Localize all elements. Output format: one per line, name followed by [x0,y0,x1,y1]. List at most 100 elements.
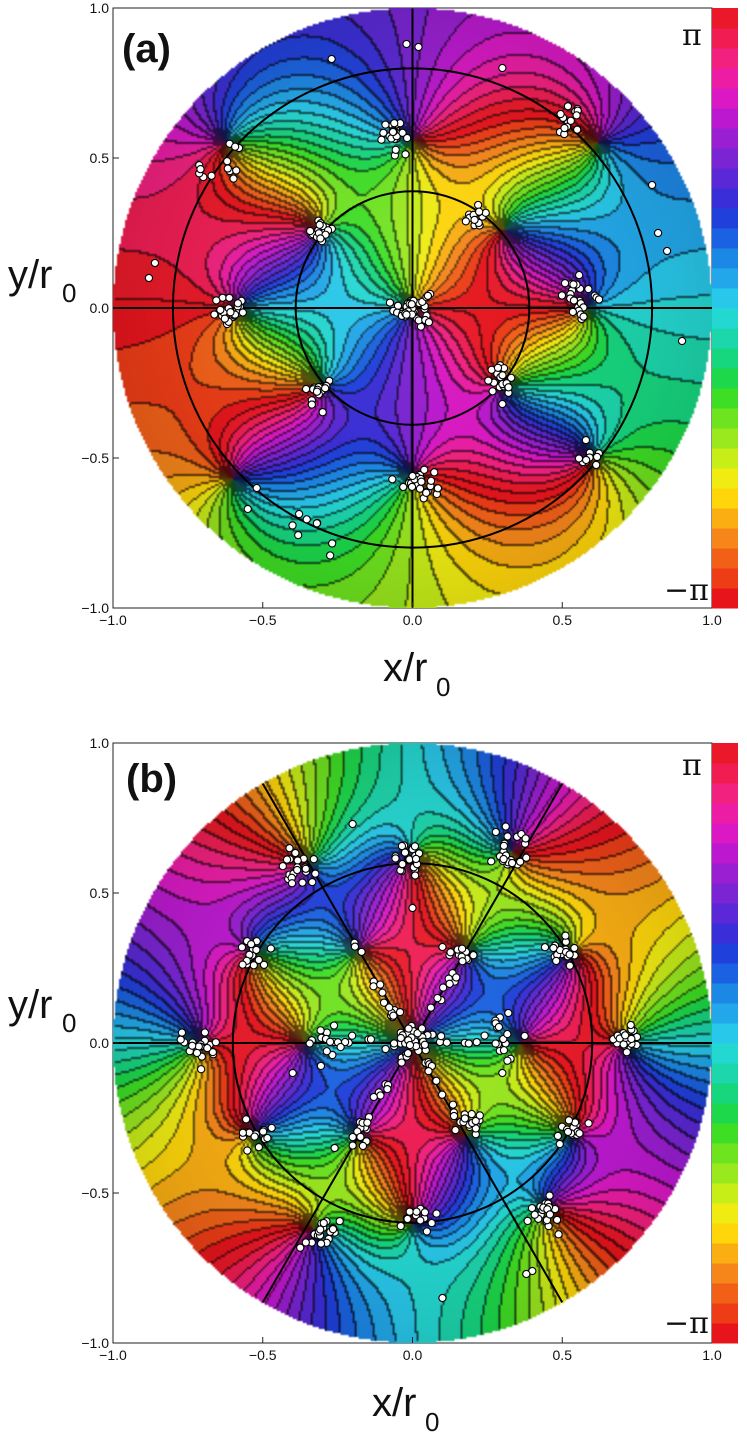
data-point [306,226,315,236]
data-point [442,1038,451,1047]
data-point [504,383,513,392]
tick-labels-b: −1.0−1.0 −0.5 −0.5 0.0 0.0 0.5 0.5 1.0 1.0 [81,735,722,1363]
data-point [238,308,248,317]
colorbar-band [712,228,738,249]
panel-label-a: (a) [122,27,171,71]
data-point [312,519,322,528]
y-axis-label-a: y/r 0 [8,253,76,308]
data-point [293,856,302,865]
data-point [358,1141,368,1151]
data-point [554,1230,563,1239]
colorbar-band [712,1003,738,1024]
x-tick-label: 0.5 [553,612,573,628]
colorbar-band [712,1243,738,1264]
data-point [647,180,657,190]
y-tick-label: −1.0 [81,600,109,616]
data-point [267,1123,276,1133]
y-tick-label: 0.0 [90,1035,110,1051]
data-point [405,1040,415,1050]
data-point [254,955,263,965]
data-point [250,1132,259,1141]
data-point [328,539,337,548]
data-point [480,1031,489,1040]
data-point [620,1031,630,1040]
colorbar-band [712,28,738,49]
x-axis-label-a: x/r 0 [383,646,450,702]
colorbar-band [712,448,738,469]
data-point [579,312,588,321]
data-point [329,1021,339,1030]
data-point [569,296,579,305]
data-point [498,371,507,380]
data-point [335,1216,344,1226]
colorbar-band [712,408,738,429]
panel-label-b: (b) [126,757,177,801]
data-point [581,435,591,445]
data-point [433,484,443,493]
data-point [301,1238,310,1247]
data-point [188,1041,197,1050]
data-point [259,960,269,969]
data-point [403,1214,412,1224]
data-point [288,1068,297,1078]
x-tick-label: 0.5 [553,1347,573,1363]
colorbar-band [712,288,738,309]
colorbar-band [712,68,738,89]
data-point [254,1142,264,1152]
data-point [327,54,336,64]
data-point [211,1038,220,1047]
data-point [417,477,426,486]
data-point [575,1129,584,1138]
data-point [231,142,240,151]
colorbar-bottom-label-a: −π [664,573,709,608]
data-point [494,1022,504,1032]
data-point [584,1119,593,1128]
data-point [388,127,398,137]
data-point [220,314,229,323]
data-point [229,174,238,183]
data-point [307,400,316,409]
data-point [565,950,574,959]
colorbar-band [712,548,738,569]
data-point [438,1090,447,1099]
colorbar-band [712,763,738,784]
data-point [390,119,399,128]
data-point [233,299,243,308]
data-point [503,832,512,841]
y-tick-label: −1.0 [81,1335,109,1351]
data-point [507,858,517,868]
data-point [545,1210,555,1219]
colorbar-band [712,1023,738,1044]
colorbar-band [712,508,738,529]
y-tick-label: 0.5 [90,885,110,901]
data-point [389,1011,398,1020]
tick-labels-a: −1.0−1.0 −0.5 −0.5 0.0 0.0 0.5 0.5 1.0 1.0 [81,0,722,628]
data-point [347,1031,357,1040]
data-point [410,842,420,851]
colorbar-band [712,108,738,129]
panel-b: −1.0−1.0 −0.5 −0.5 0.0 0.0 0.5 0.5 1.0 1.0 (b) π… [8,735,738,1435]
x-tick-label: 0.0 [403,1347,423,1363]
panel-a: −1.0−1.0 −0.5 −0.5 0.0 0.0 0.5 0.5 1.0 1.0 (a) π… [8,0,738,702]
data-point [379,128,388,138]
data-point [216,305,225,315]
data-point [422,488,431,497]
data-point [291,848,300,858]
y-tick-label: 0.5 [90,150,110,166]
data-point [263,1133,272,1143]
colorbar-band [712,148,738,169]
data-point [208,1047,218,1057]
data-point [399,482,408,492]
data-point [573,125,582,134]
data-point [316,1061,326,1071]
data-point [515,857,525,866]
colorbar-band [712,823,738,844]
data-point [432,1209,441,1218]
data-point [316,1239,326,1248]
data-point [414,42,423,52]
data-point [561,931,570,940]
data-point [449,1111,459,1121]
data-point [385,1003,394,1012]
data-point [402,133,412,143]
data-point [348,1132,357,1142]
